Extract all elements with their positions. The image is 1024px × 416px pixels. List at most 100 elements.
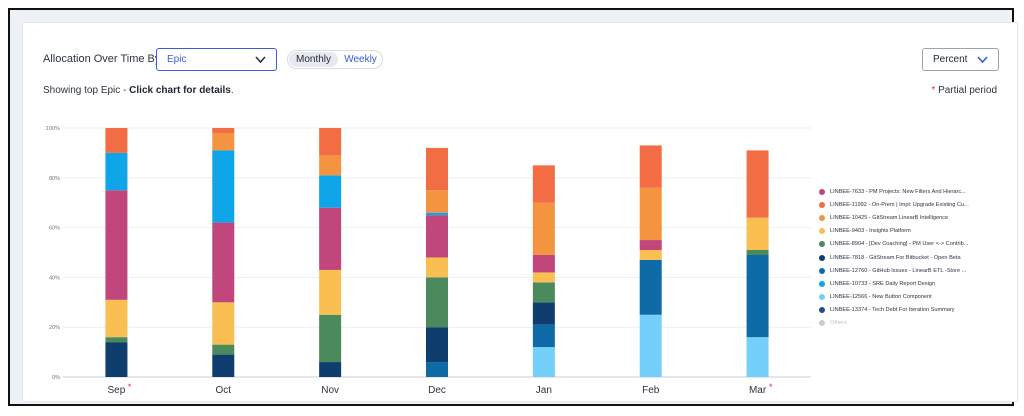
x-tick-label: Feb <box>642 385 660 396</box>
bar-segment[interactable] <box>426 215 448 258</box>
bar-segment[interactable] <box>746 254 769 338</box>
y-tick-label: 0% <box>52 375 60 381</box>
legend-swatch <box>819 320 825 327</box>
bar-segment[interactable] <box>639 187 662 241</box>
bar-segment[interactable] <box>746 150 769 218</box>
legend-swatch <box>819 228 825 235</box>
legend-item[interactable]: LINBEE-9403 - Insights Platform <box>819 225 1009 238</box>
hint-suffix: . <box>230 85 234 96</box>
legend-label: Others <box>830 320 847 327</box>
bar-segment[interactable] <box>532 347 555 377</box>
x-tick-label: Mar <box>749 385 767 396</box>
period-toggle[interactable]: Monthly Weekly <box>287 50 383 69</box>
partial-period-note: * Partial period <box>931 85 997 96</box>
bar-segment[interactable] <box>105 299 128 338</box>
bar-segment[interactable] <box>746 250 769 255</box>
bar-segment[interactable] <box>105 190 128 300</box>
legend-item[interactable]: LINBEE-12566 - New Button Component <box>819 291 1009 304</box>
legend-item[interactable]: LINBEE-10425 - GitStream LinearB Intelli… <box>819 211 1009 224</box>
bar-segment[interactable] <box>319 362 342 377</box>
bar-segment[interactable] <box>319 314 342 363</box>
bar-segment[interactable] <box>532 165 555 203</box>
legend-label: LINBEE-12760 - GitHub Issues - LinearB E… <box>830 267 967 274</box>
legend-item[interactable]: LINBEE-12760 - GitHub Issues - LinearB E… <box>819 264 1009 277</box>
bar-segment[interactable] <box>639 314 662 377</box>
bar-segment[interactable] <box>319 155 342 176</box>
legend-item[interactable]: LINBEE-8904 - [Dev Coaching] - PM User <… <box>819 238 1009 251</box>
bar-segment[interactable] <box>426 327 448 363</box>
hint-prefix: Showing top Epic - <box>43 85 130 96</box>
bar-segment[interactable] <box>319 207 342 270</box>
legend-label: LINBEE-7633 - PM Projects: New Filters A… <box>830 188 966 195</box>
allocation-chart[interactable]: 0%20%40%60%80%100%Sep * Oct Nov Dec Jan Feb Mar… <box>23 23 1019 403</box>
legend-label: LINBEE-8904 - [Dev Coaching] - PM User <… <box>830 241 969 248</box>
legend-swatch <box>819 241 825 248</box>
partial-period-label: Partial period <box>938 85 997 96</box>
allocation-label: Allocation Over Time By <box>43 53 161 65</box>
bar-segment[interactable] <box>639 250 662 260</box>
bar-segment[interactable] <box>746 217 769 251</box>
bar-segment[interactable] <box>212 150 235 223</box>
bar-segment[interactable] <box>105 152 128 191</box>
y-tick-label: 80% <box>49 176 60 182</box>
legend-swatch <box>819 267 825 274</box>
bar-segment[interactable] <box>639 240 662 251</box>
legend-item[interactable]: LINBEE-7818 - GitStream For Bitbucket - … <box>819 251 1009 264</box>
bar-segment[interactable] <box>532 254 555 273</box>
y-tick-label: 40% <box>49 275 60 281</box>
legend-item[interactable]: LINBEE-10733 - SRE Daily Report Design <box>819 277 1009 290</box>
legend-label: LINBEE-10733 - SRE Daily Report Design <box>830 280 936 287</box>
bar-segment[interactable] <box>639 259 662 315</box>
bar-segment[interactable] <box>532 324 555 348</box>
bar-segment[interactable] <box>426 277 448 328</box>
legend-swatch <box>819 307 825 314</box>
bar-segment[interactable] <box>319 128 342 156</box>
group-by-select[interactable]: Epic <box>156 48 277 71</box>
legend-swatch <box>819 280 825 287</box>
legend-label: LINBEE-9403 - Insights Platform <box>830 228 911 235</box>
bar-segment[interactable] <box>426 362 448 377</box>
period-weekly-option[interactable]: Weekly <box>344 54 377 65</box>
legend-label: LINBEE-11992 - On-Prem | Impl: Upgrade E… <box>830 201 969 208</box>
legend-label: LINBEE-10425 - GitStream LinearB Intelli… <box>830 214 949 221</box>
bar-segment[interactable] <box>105 342 128 377</box>
bar-segment[interactable] <box>212 132 235 151</box>
bar-segment[interactable] <box>319 269 342 315</box>
legend-item[interactable]: LINBEE-7633 - PM Projects: New Filters A… <box>819 185 1009 198</box>
legend-swatch <box>819 188 825 195</box>
bar-segment[interactable] <box>746 337 769 377</box>
legend-item-others[interactable]: Others <box>819 317 1009 330</box>
bar-segment[interactable] <box>212 222 235 303</box>
bar-segment[interactable] <box>212 354 235 377</box>
bar-segment[interactable] <box>532 272 555 283</box>
mode-select[interactable]: Percent <box>922 48 999 71</box>
bar-segment[interactable] <box>105 337 128 343</box>
bar-segment[interactable] <box>532 302 555 325</box>
chevron-down-icon <box>255 56 266 64</box>
screenshot-frame: Allocation Over Time By Epic Monthly Wee… <box>8 8 1018 406</box>
legend-label: LINBEE-7818 - GitStream For Bitbucket - … <box>830 254 961 261</box>
bar-segment[interactable] <box>212 302 235 345</box>
bar-segment[interactable] <box>426 257 448 278</box>
y-tick-label: 60% <box>49 226 60 232</box>
bar-segment[interactable] <box>212 344 235 355</box>
bar-segment[interactable] <box>426 190 448 213</box>
chart-legend: LINBEE-7633 - PM Projects: New Filters A… <box>819 185 1009 330</box>
bar-segment[interactable] <box>639 145 662 188</box>
legend-swatch <box>819 254 825 261</box>
bar-segment[interactable] <box>426 147 448 191</box>
bar-segment[interactable] <box>532 202 555 255</box>
legend-item[interactable]: LINBEE-13374 - Tech Debt For Iteration S… <box>819 304 1009 317</box>
period-monthly-option[interactable]: Monthly <box>289 52 338 67</box>
partial-star: * <box>128 382 132 392</box>
group-by-value: Epic <box>167 54 187 65</box>
legend-item[interactable]: LINBEE-11992 - On-Prem | Impl: Upgrade E… <box>819 198 1009 211</box>
bar-segment[interactable] <box>319 175 342 208</box>
legend-swatch <box>819 294 825 301</box>
bar-segment[interactable] <box>212 128 235 133</box>
bar-segment[interactable] <box>426 212 448 216</box>
y-tick-label: 100% <box>46 126 60 132</box>
legend-label: LINBEE-13374 - Tech Debt For Iteration S… <box>830 307 955 314</box>
bar-segment[interactable] <box>532 282 555 303</box>
bar-segment[interactable] <box>105 128 128 153</box>
